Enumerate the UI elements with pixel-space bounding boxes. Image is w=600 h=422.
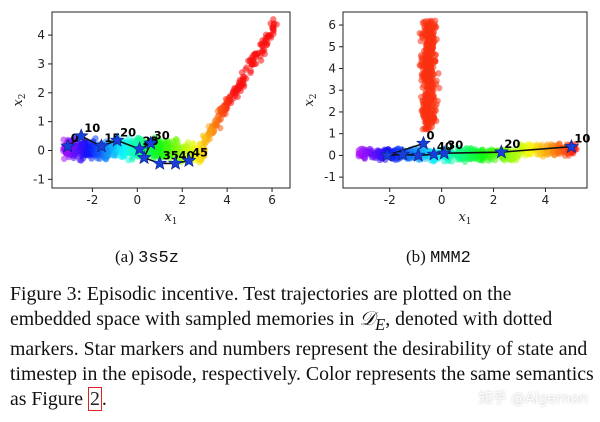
memory-points <box>355 17 580 165</box>
timestep-label: 30 <box>447 138 463 152</box>
timestep-label: 0 <box>71 131 79 145</box>
subcaption-b-name: MMM2 <box>430 249 471 268</box>
caption-math-sub: E <box>375 314 386 334</box>
trajectory-star <box>181 152 197 167</box>
trajectory-star <box>73 128 89 143</box>
subcaption-a: (a) 3s5z <box>115 247 179 268</box>
caption-part3: . <box>101 387 107 410</box>
y-tick-label: 5 <box>328 40 336 54</box>
trajectory-star <box>416 135 431 150</box>
trajectory-star <box>436 145 452 160</box>
x-tick-label: -2 <box>384 193 396 207</box>
timestep-label: 10 <box>574 132 590 146</box>
subcaption-b-label: (b) <box>406 247 426 266</box>
timestep-label: 45 <box>192 146 208 160</box>
x-tick-label: 0 <box>134 193 142 207</box>
caption-math-D: 𝒟 <box>359 308 376 330</box>
x-axis-label: x1 <box>164 210 177 227</box>
x-tick-label: 0 <box>438 193 446 207</box>
memory-points <box>60 16 280 166</box>
figure-ref-link[interactable]: 2 <box>88 386 102 411</box>
x-tick-label: 4 <box>223 193 231 207</box>
figure-caption: Figure 3: Episodic incentive. Test traje… <box>10 282 595 412</box>
timestep-label: 20 <box>120 125 136 139</box>
trajectory-star <box>395 146 411 161</box>
y-tick-label: 2 <box>328 105 336 119</box>
caption-part1: Figure 3: Episodic incentive. Test traje… <box>10 283 512 330</box>
subcaption-a-label: (a) <box>115 247 134 266</box>
trajectory-star <box>152 155 168 170</box>
x-tick-label: 4 <box>542 193 550 207</box>
subcaption-b: (b) MMM2 <box>406 247 471 268</box>
axes-frame <box>51 11 291 189</box>
watermark: 知乎 @Algernon <box>478 391 588 407</box>
timestep-label: 40 <box>437 139 453 153</box>
y-axis-label: x2 <box>302 93 319 106</box>
y-tick-label: -1 <box>324 170 336 184</box>
x-tick-label: -2 <box>86 193 98 207</box>
trajectory-star <box>143 135 159 150</box>
y-tick-label: 1 <box>328 127 336 141</box>
timestep-label: 30 <box>154 128 170 142</box>
y-tick-label: 4 <box>328 61 336 75</box>
x-tick-label: 2 <box>490 193 498 207</box>
trajectory-star <box>60 138 76 153</box>
y-tick-label: 0 <box>328 148 336 162</box>
trajectory-line <box>67 135 190 165</box>
trajectory-star <box>410 147 426 162</box>
y-tick-label: 0 <box>37 143 45 157</box>
y-tick-label: 3 <box>37 57 45 71</box>
x-axis-label: x1 <box>458 210 471 227</box>
trajectory-star <box>93 138 109 153</box>
x-tick-label: 6 <box>268 193 276 207</box>
subcaption-a-name: 3s5z <box>138 249 179 268</box>
y-tick-label: 3 <box>328 83 336 97</box>
trajectory-star <box>379 147 395 162</box>
y-tick-label: 2 <box>37 86 45 100</box>
y-axis-label: x2 <box>11 93 28 106</box>
y-tick-label: -1 <box>33 172 45 186</box>
timestep-label: 0 <box>426 128 434 142</box>
y-tick-label: 6 <box>328 18 336 32</box>
trajectory-star <box>168 155 183 170</box>
trajectory-star <box>136 149 152 165</box>
timestep-label: 10 <box>84 121 100 135</box>
x-tick-label: 2 <box>178 193 186 207</box>
y-tick-label: 1 <box>37 115 45 129</box>
trajectory-star <box>109 132 125 147</box>
trajectory-star <box>132 141 147 156</box>
timestep-label: 20 <box>504 137 520 151</box>
trajectory-star <box>493 144 509 159</box>
y-tick-label: 4 <box>37 28 45 42</box>
axes-frame <box>342 11 588 189</box>
trajectory-star <box>563 138 579 154</box>
caption-part2: , denoted with dotted markers. Star mark… <box>10 308 594 410</box>
